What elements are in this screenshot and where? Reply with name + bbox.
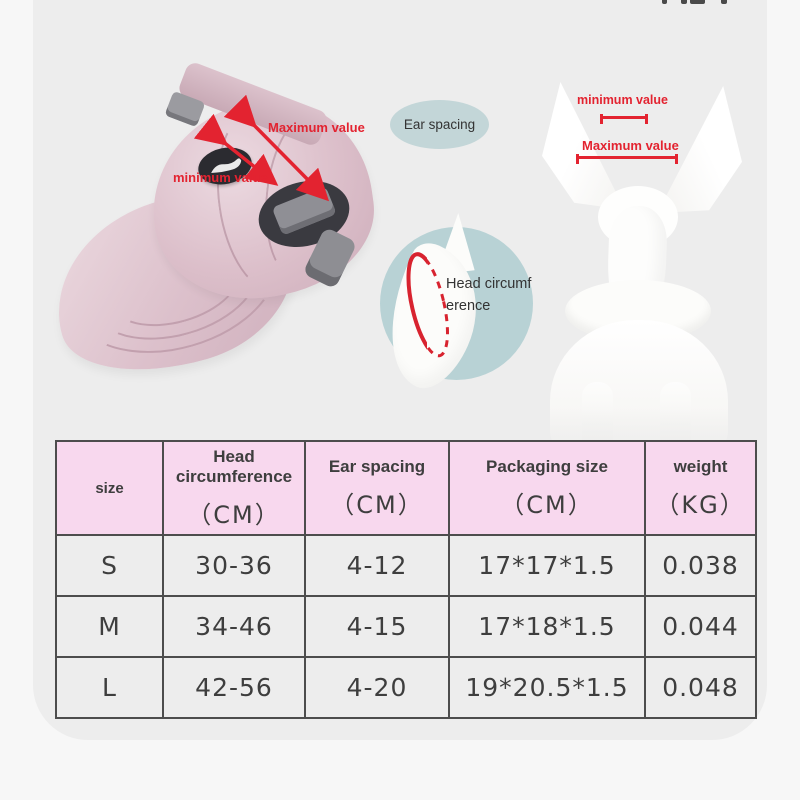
cropped-top-text-fragment (721, 0, 727, 4)
pet-cap-illustration: Maximum value minimum value (34, 60, 385, 396)
head-circumference-label: Head circumf erence (446, 276, 532, 315)
cap-minimum-value-label: minimum value (173, 170, 268, 185)
cell-head-circumference: 34-46 (162, 595, 306, 658)
cap-slider-buckle (271, 186, 337, 236)
table-row-l: L 42-56 4-20 19*20.5*1.5 0.048 (55, 656, 757, 719)
size-table: size Head circumference （CM） Ear spacing… (55, 440, 757, 719)
ear-minimum-value-label: minimum value (577, 93, 668, 107)
header-packaging-size: Packaging size （CM） (448, 440, 646, 536)
cell-packaging-size: 17*18*1.5 (448, 595, 646, 658)
cap-maximum-value-label: Maximum value (268, 120, 365, 135)
head-circumference-circle: Head circumf erence (363, 227, 533, 399)
table-row-m: M 34-46 4-15 17*18*1.5 0.044 (55, 595, 757, 658)
cell-ear-spacing: 4-12 (304, 534, 450, 597)
cropped-top-text-fragment (681, 0, 687, 4)
cell-size: M (55, 595, 164, 658)
cell-head-circumference: 42-56 (162, 656, 306, 719)
cell-weight: 0.048 (644, 656, 757, 719)
ear-minimum-measure-line (600, 114, 648, 124)
cell-packaging-size: 19*20.5*1.5 (448, 656, 646, 719)
head-circumference-ring (406, 252, 449, 358)
cell-head-circumference: 30-36 (162, 534, 306, 597)
header-head-circumference: Head circumference （CM） (162, 440, 306, 536)
cell-size: S (55, 534, 164, 597)
table-header-row: size Head circumference （CM） Ear spacing… (55, 440, 757, 536)
header-size: size (55, 440, 164, 536)
table-row-s: S 30-36 4-12 17*17*1.5 0.038 (55, 534, 757, 597)
header-weight: weight （KG） (644, 440, 757, 536)
cell-packaging-size: 17*17*1.5 (448, 534, 646, 597)
cell-ear-spacing: 4-20 (304, 656, 450, 719)
ear-maximum-value-label: Maximum value (582, 138, 679, 153)
cell-weight: 0.044 (644, 595, 757, 658)
cell-ear-spacing: 4-15 (304, 595, 450, 658)
cell-weight: 0.038 (644, 534, 757, 597)
ear-spacing-bubble: Ear spacing (390, 100, 489, 149)
ear-spacing-bubble-label: Ear spacing (403, 117, 476, 132)
ear-maximum-measure-line (576, 154, 678, 164)
cell-size: L (55, 656, 164, 719)
cropped-top-text-fragment (662, 0, 667, 4)
cropped-top-text-fragment (690, 0, 705, 4)
header-ear-spacing: Ear spacing （CM） (304, 440, 450, 536)
dog-mannequin: minimum value Maximum value (540, 80, 770, 468)
